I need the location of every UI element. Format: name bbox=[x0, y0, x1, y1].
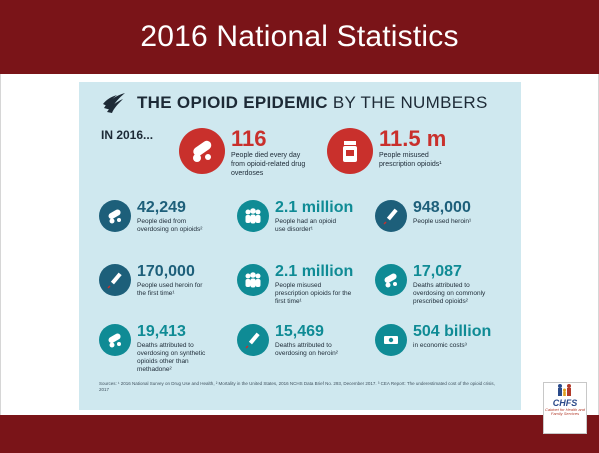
infographic-header: THE OPIOID EPIDEMIC BY THE NUMBERS bbox=[101, 90, 488, 116]
title-band: 2016 National Statistics bbox=[0, 0, 599, 74]
footer-band bbox=[0, 415, 599, 453]
stat-value: 2.1 million bbox=[275, 263, 354, 280]
logo-text: CHFS bbox=[552, 398, 578, 408]
stat-featured-misuse: 11.5 m People misused prescription opioi… bbox=[327, 128, 459, 174]
stat-description: People died every day from opioid-relate… bbox=[231, 152, 306, 177]
stat-heroin-use: 948,000 People used heroin¹ bbox=[375, 200, 483, 232]
stat-value: 17,087 bbox=[413, 263, 462, 280]
stat-description: People had an opioid use disorder¹ bbox=[275, 218, 337, 234]
family-figures-icon bbox=[558, 384, 571, 396]
syringe-icon bbox=[99, 264, 131, 296]
sources-footnote: Sources: ¹ 2016 National Survey on Drug … bbox=[99, 381, 495, 392]
syringe-icon bbox=[375, 200, 407, 232]
prescription-bottle-icon bbox=[327, 128, 373, 174]
slide-title: 2016 National Statistics bbox=[140, 20, 459, 53]
stat-description: Deaths attributed to overdosing on heroi… bbox=[275, 342, 338, 358]
stat-description: in economic costs³ bbox=[413, 342, 467, 349]
stat-value: 19,413 bbox=[137, 323, 186, 340]
stat-value: 15,469 bbox=[275, 323, 324, 340]
stat-description: Deaths attributed to overdosing on commo… bbox=[413, 282, 486, 306]
infographic-title-light: BY THE NUMBERS bbox=[327, 93, 488, 112]
stat-value: 948,000 bbox=[413, 199, 471, 216]
stat-description: Deaths attributed to overdosing on synth… bbox=[137, 342, 206, 374]
stat-synthetic-opioid-deaths: 19,413 Deaths attributed to overdosing on… bbox=[99, 324, 207, 375]
year-label: IN 2016... bbox=[101, 128, 154, 142]
logo-subtext: Cabinet for Health and Family Services bbox=[544, 407, 586, 417]
left-border bbox=[0, 74, 1, 415]
chfs-logo: CHFS Cabinet for Health and Family Servi… bbox=[543, 382, 587, 434]
stat-featured-deaths: 116 People died every day from opioid-re… bbox=[179, 128, 311, 178]
pills-icon bbox=[99, 200, 131, 232]
infographic-title-bold: THE OPIOID EPIDEMIC bbox=[137, 93, 328, 112]
stat-opioid-use-disorder: 2.1 million People had an opioid use diso… bbox=[237, 200, 353, 234]
stat-value: 504 billion bbox=[413, 323, 492, 340]
stat-value: 116 bbox=[231, 126, 267, 151]
stat-value: 170,000 bbox=[137, 263, 195, 280]
money-icon bbox=[375, 324, 407, 356]
stat-description: People misused prescription opioids for … bbox=[275, 282, 352, 306]
stat-value: 2.1 million bbox=[275, 199, 354, 216]
stat-description: People died from overdosing on opioids² bbox=[137, 218, 203, 234]
stat-economic-cost: 504 billion in economic costs³ bbox=[375, 324, 493, 356]
stat-value: 11.5 m bbox=[379, 126, 447, 151]
stat-opioid-deaths: 42,249 People died from overdosing on opi… bbox=[99, 200, 215, 234]
infographic-title: THE OPIOID EPIDEMIC BY THE NUMBERS bbox=[137, 93, 488, 113]
stat-value: 42,249 bbox=[137, 199, 186, 216]
people-group-icon bbox=[237, 264, 269, 296]
pills-icon bbox=[99, 324, 131, 356]
syringe-icon bbox=[237, 324, 269, 356]
stat-description: People misused prescription opioids¹ bbox=[379, 152, 442, 168]
stat-rx-misuse-first-time: 2.1 million People misused prescription o… bbox=[237, 264, 355, 306]
stat-heroin-first-time: 170,000 People used heroin for the first … bbox=[99, 264, 209, 298]
stat-description: People used heroin¹ bbox=[413, 218, 472, 225]
pills-icon bbox=[375, 264, 407, 296]
stat-heroin-deaths: 15,469 Deaths attributed to overdosing on… bbox=[237, 324, 345, 358]
hhs-eagle-icon bbox=[103, 93, 125, 113]
opioid-infographic: THE OPIOID EPIDEMIC BY THE NUMBERS IN 20… bbox=[79, 82, 521, 410]
stat-prescribed-opioid-deaths: 17,087 Deaths attributed to overdosing on… bbox=[375, 264, 493, 306]
people-group-icon bbox=[237, 200, 269, 232]
stat-description: People used heroin for the first time¹ bbox=[137, 282, 203, 298]
pills-icon bbox=[179, 128, 225, 174]
